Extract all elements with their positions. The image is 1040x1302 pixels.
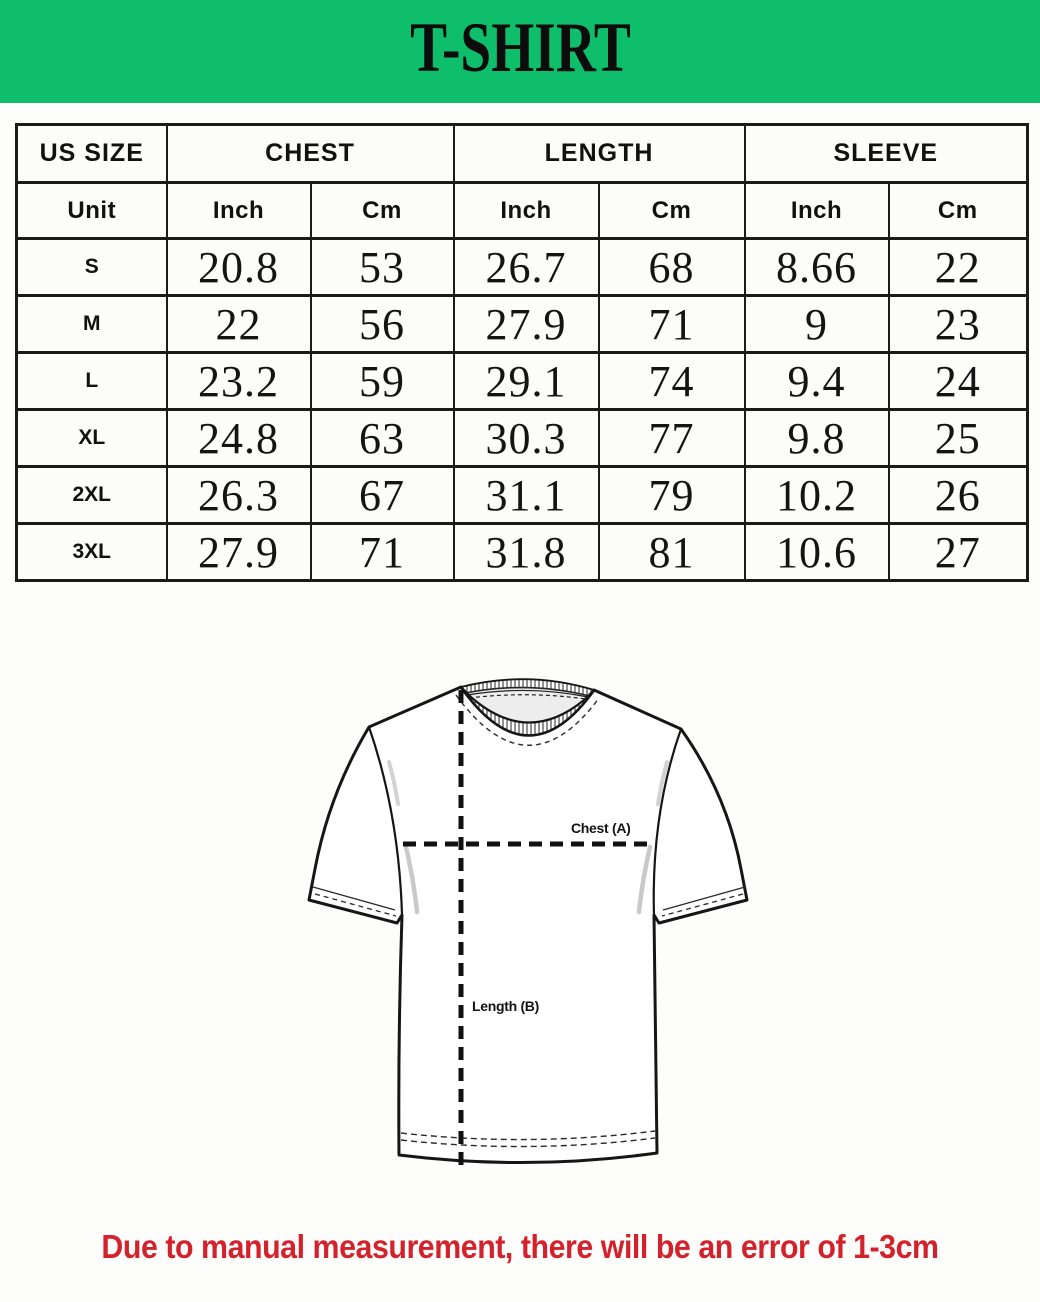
length-inch-value: 31.8 (452, 522, 600, 582)
size-label: L (15, 351, 168, 411)
table-unit-header-row: Unit Inch Cm Inch Cm Inch Cm (15, 181, 1029, 240)
chest-cm-value: 56 (309, 294, 455, 354)
sleeve-cm-value: 27 (887, 522, 1029, 582)
header-us-size: US SIZE (15, 123, 168, 184)
shading-left-lower (403, 844, 420, 915)
sleeve-inch-value: 10.2 (743, 465, 890, 525)
sleeve-inch-value: 9 (743, 294, 890, 354)
size-chart-table: US SIZE CHEST LENGTH SLEEVE Unit Inch Cm… (15, 123, 1030, 582)
size-label: 2XL (15, 465, 168, 525)
chest-inch-value: 24.8 (165, 408, 312, 468)
size-label: S (15, 237, 168, 297)
sleeve-cm-value: 26 (887, 465, 1029, 525)
sleeve-cm-value: 22 (887, 237, 1029, 297)
table-row-2xl: 2XL 26.3 67 31.1 79 10.2 26 (15, 465, 1029, 525)
hem-stitch-lower-dashed (400, 1137, 656, 1148)
cuff-stitch-right-solid (662, 886, 746, 911)
hem-stitch-upper-dashed (400, 1130, 656, 1141)
header-length: LENGTH (452, 123, 746, 184)
length-cm-value: 81 (597, 522, 746, 582)
shading-right-lower (636, 844, 653, 915)
shading-left-upper (387, 760, 400, 806)
header-length-cm: Cm (597, 181, 746, 240)
sleeve-inch-value: 9.8 (743, 408, 890, 468)
sleeve-cm-value: 23 (887, 294, 1029, 354)
length-inch-value: 26.7 (452, 237, 600, 297)
armhole-seam-right (652, 728, 683, 916)
length-inch-value: 29.1 (452, 351, 600, 411)
cuff-stitch-left-dashed (314, 893, 397, 917)
title-banner: T-SHIRT (0, 0, 1040, 103)
table-row-3xl: 3XL 27.9 71 31.8 81 10.6 27 (15, 522, 1029, 582)
chest-inch-value: 26.3 (165, 465, 312, 525)
table-row-l: L 23.2 59 29.1 74 9.4 24 (15, 351, 1029, 411)
length-cm-value: 74 (597, 351, 746, 411)
sleeve-cm-value: 24 (887, 351, 1029, 411)
size-label: 3XL (15, 522, 168, 582)
sleeve-inch-value: 8.66 (743, 237, 890, 297)
table-row-m: M 22 56 27.9 71 9 23 (15, 294, 1029, 354)
length-measure-label: Length (B) (472, 998, 539, 1014)
table-row-xl: XL 24.8 63 30.3 77 9.8 25 (15, 408, 1029, 468)
length-cm-value: 79 (597, 465, 746, 525)
chest-measure-label: Chest (A) (571, 820, 631, 836)
tshirt-flat-sketch: Chest (A) Length (B) (307, 678, 749, 1165)
collar-back-stitch-dashed (468, 694, 587, 700)
table-group-header-row: US SIZE CHEST LENGTH SLEEVE (15, 123, 1029, 184)
sleeve-inch-value: 10.6 (743, 522, 890, 582)
header-chest-cm: Cm (309, 181, 455, 240)
sleeve-inch-value: 9.4 (743, 351, 890, 411)
chest-inch-value: 22 (165, 294, 312, 354)
cuff-stitch-left-solid (312, 886, 396, 911)
chest-cm-value: 67 (309, 465, 455, 525)
footer-note-container: Due to manual measurement, there will be… (0, 1222, 1040, 1272)
chest-cm-value: 59 (309, 351, 455, 411)
sleeve-cm-value: 25 (887, 408, 1029, 468)
size-label: XL (15, 408, 168, 468)
chest-inch-value: 20.8 (165, 237, 312, 297)
length-inch-value: 31.1 (452, 465, 600, 525)
chest-cm-value: 71 (309, 522, 455, 582)
header-sleeve-inch: Inch (743, 181, 890, 240)
size-label: M (15, 294, 168, 354)
header-chest: CHEST (165, 123, 455, 184)
page-title: T-SHIRT (409, 9, 631, 87)
header-unit: Unit (15, 181, 168, 240)
header-sleeve-cm: Cm (887, 181, 1029, 240)
chest-cm-value: 63 (309, 408, 455, 468)
chest-inch-value: 23.2 (165, 351, 312, 411)
header-length-inch: Inch (452, 181, 600, 240)
table-row-s: S 20.8 53 26.7 68 8.66 22 (15, 237, 1029, 297)
header-sleeve: SLEEVE (743, 123, 1029, 184)
length-cm-value: 77 (597, 408, 746, 468)
length-cm-value: 71 (597, 294, 746, 354)
length-inch-value: 27.9 (452, 294, 600, 354)
collar-outer-stitch-dashed (455, 694, 600, 746)
length-inch-value: 30.3 (452, 408, 600, 468)
header-chest-inch: Inch (165, 181, 312, 240)
chest-inch-value: 27.9 (165, 522, 312, 582)
tshirt-body-outline (307, 685, 749, 1165)
collar-front-band (460, 686, 595, 737)
chest-cm-value: 53 (309, 237, 455, 297)
shading-right-upper (656, 760, 669, 806)
measurement-disclaimer: Due to manual measurement, there will be… (101, 1228, 939, 1265)
cuff-stitch-right-dashed (661, 893, 744, 917)
length-cm-value: 68 (597, 237, 746, 297)
tshirt-measurement-diagram: Chest (A) Length (B) (285, 653, 755, 1175)
armhole-seam-left (367, 726, 404, 916)
collar-back-stitch-solid (466, 689, 589, 698)
